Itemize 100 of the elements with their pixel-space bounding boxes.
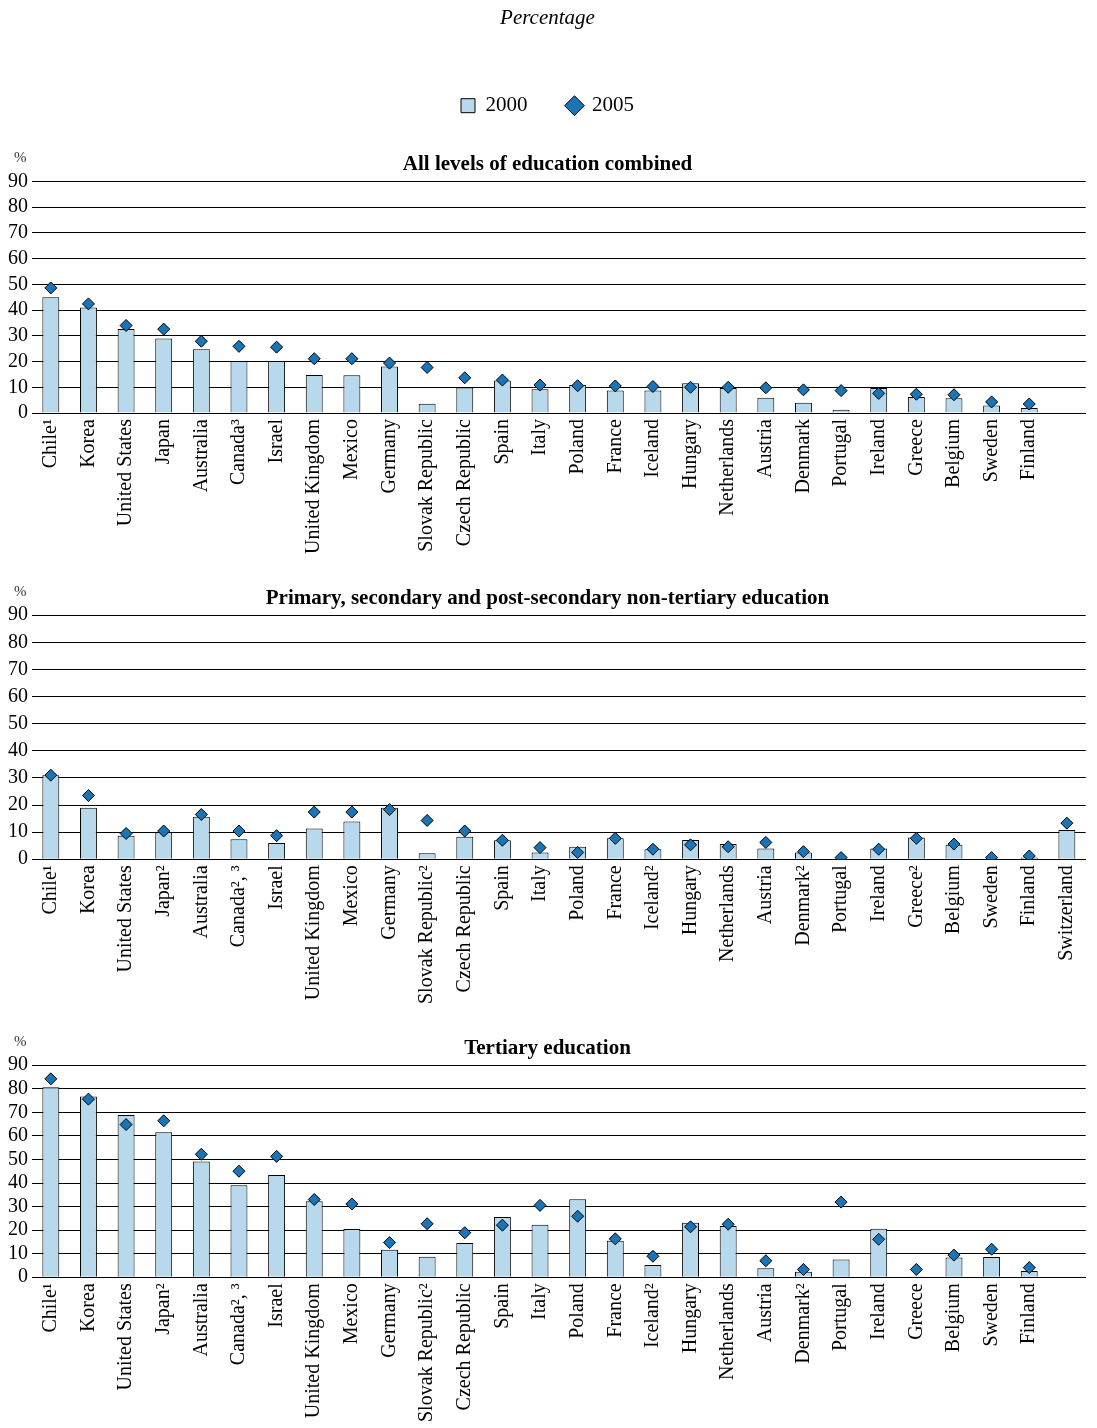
x-tick-label: Sweden [978, 419, 1001, 483]
y-tick-label: 10 [8, 1240, 28, 1263]
point [232, 824, 246, 838]
point [608, 379, 622, 393]
point [834, 1195, 848, 1209]
x-tick-label: Netherlands [715, 1283, 738, 1380]
point [420, 813, 434, 827]
point [909, 831, 923, 845]
point [533, 378, 547, 392]
x-tick-label: United Kingdom [301, 864, 325, 1001]
y-tick-label: 20 [8, 348, 28, 371]
y-tick-label: 60 [8, 683, 28, 706]
point [608, 1232, 622, 1246]
y-tick-label: 20 [8, 1217, 28, 1240]
y-tick-label: 0 [18, 1264, 28, 1287]
y-tick-label: 30 [8, 323, 28, 346]
point [119, 1118, 133, 1132]
point [872, 1232, 886, 1246]
x-tick-label: Mexico [339, 865, 362, 927]
x-tick-label: Canada³ [226, 419, 249, 485]
point [646, 380, 660, 393]
y-tick-label: 90 [8, 1052, 28, 1075]
point [81, 297, 95, 311]
point [796, 383, 810, 397]
point [909, 387, 923, 401]
x-tick-label: Belgium [941, 864, 965, 935]
x-tick-label: Ireland [865, 1283, 888, 1340]
point [119, 826, 133, 840]
point [81, 789, 95, 803]
x-tick-label: Hungary [677, 1283, 701, 1354]
y-tick-label: 30 [8, 765, 28, 788]
x-tick-label: Spain [489, 865, 513, 911]
x-tick-label: Netherlands [715, 418, 738, 516]
x-tick-label: Korea [75, 1283, 98, 1333]
x-tick-label: Austria [753, 1283, 776, 1343]
point [307, 1192, 321, 1206]
x-tick-label: Sweden [978, 865, 1001, 929]
point [796, 1262, 810, 1276]
point [684, 1220, 698, 1234]
x-tick-label: France [602, 865, 625, 920]
x-tick-label: Denmark² [790, 1283, 813, 1364]
point [345, 1197, 359, 1211]
y-axis-title: % [14, 148, 27, 165]
point [44, 1072, 58, 1086]
legend-label: 2000 [485, 92, 528, 117]
point [947, 388, 961, 402]
point [872, 842, 886, 856]
point [383, 803, 396, 817]
chart-subtitle: Percentage [499, 5, 595, 30]
point [495, 833, 509, 847]
x-tick-label: Greece [903, 1283, 926, 1340]
x-tick-label: Czech Republic [452, 1283, 476, 1411]
x-tick-label: United Kingdom [301, 1282, 325, 1419]
chart-title: Primary, secondary and post-secondary non-tertiary education [265, 585, 830, 610]
y-axis-title: % [14, 582, 27, 599]
point [872, 386, 886, 400]
y-tick-label: 90 [8, 168, 28, 191]
point [571, 379, 585, 393]
point [458, 824, 472, 838]
point [759, 835, 773, 849]
point [458, 1226, 472, 1240]
x-tick-label: Chile¹ [38, 865, 61, 915]
y-tick-label: 20 [8, 792, 28, 815]
y-tick-label: 30 [8, 1193, 28, 1216]
point [985, 1242, 999, 1256]
y-tick-label: 50 [8, 271, 28, 294]
point [495, 373, 509, 387]
x-tick-label: Greece [903, 418, 926, 476]
x-tick-label: Czech Republic [452, 418, 476, 547]
point [458, 371, 472, 385]
point [81, 1092, 95, 1106]
x-tick-label: Australia [188, 865, 211, 939]
point [119, 319, 133, 333]
point [947, 837, 961, 851]
x-tick-label: Israel [263, 1282, 286, 1328]
point [646, 842, 660, 856]
point [307, 352, 321, 366]
x-tick-label: Spain [489, 1283, 513, 1329]
x-tick-label: Belgium [941, 1282, 965, 1353]
x-tick-label: Korea [75, 418, 98, 468]
x-tick-label: Japan² [150, 865, 174, 917]
x-tick-label: France [602, 1283, 625, 1338]
x-tick-label: Germany [376, 865, 400, 940]
x-tick-label: Finland [1016, 865, 1039, 927]
y-axis-title: % [14, 1032, 27, 1049]
point [232, 1164, 246, 1178]
point [157, 824, 171, 838]
x-tick-label: Portugal [828, 864, 852, 934]
x-tick-label: Japan² [150, 1283, 174, 1335]
x-tick-label: Denmark² [790, 865, 813, 946]
y-tick-label: 50 [8, 710, 28, 733]
y-tick-label: 60 [8, 1123, 28, 1146]
y-tick-label: 10 [8, 374, 28, 397]
point [909, 1262, 923, 1276]
point [684, 380, 698, 394]
y-tick-label: 50 [8, 1146, 28, 1169]
chart-title: Tertiary education [464, 1035, 632, 1060]
x-tick-label: Japan [150, 419, 174, 465]
x-tick-label: United States [113, 865, 136, 973]
point [345, 805, 359, 819]
